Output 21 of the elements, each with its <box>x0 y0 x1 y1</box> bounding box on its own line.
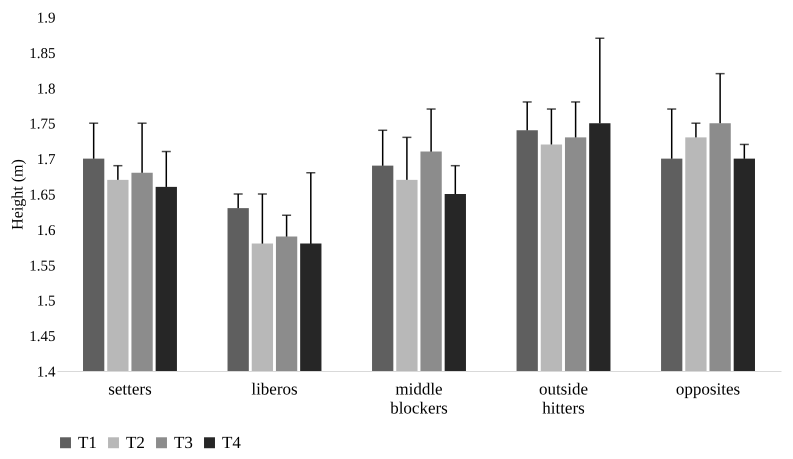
y-tick-label: 1.6 <box>36 222 56 239</box>
x-tick-label: setters <box>108 380 152 398</box>
x-tick-label: outside hitters <box>538 380 588 418</box>
y-tick-label: 1.45 <box>29 329 56 346</box>
x-tick-label: liberos <box>251 380 298 398</box>
legend-label: T1 <box>78 432 97 452</box>
y-tick-label: 1.7 <box>36 152 56 168</box>
legend-label: T4 <box>222 432 242 452</box>
y-tick-label: 1.65 <box>29 188 56 204</box>
y-tick-label: 1.9 <box>36 10 56 26</box>
y-tick-label: 1.85 <box>29 46 56 62</box>
y-tick-label: 1.5 <box>36 294 56 310</box>
y-tick-label: 1.55 <box>29 258 56 274</box>
x-tick-label: opposites <box>676 380 740 398</box>
y-tick-label: 1.8 <box>36 81 56 98</box>
y-axis-title: Height (m) <box>9 159 26 230</box>
y-tick-label: 1.75 <box>29 116 56 133</box>
y-tick-label: 1.4 <box>36 364 56 380</box>
x-tick-label: middle blockers <box>390 380 448 418</box>
legend-label: T2 <box>126 432 145 452</box>
legend-label: T3 <box>174 432 193 452</box>
